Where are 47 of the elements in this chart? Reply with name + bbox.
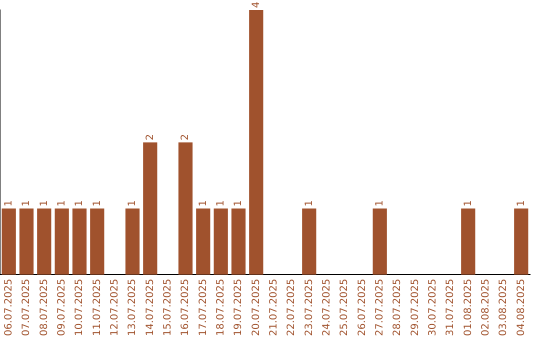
x-tick-label: 22.07.2025 xyxy=(286,278,298,336)
data-label: 1 xyxy=(198,200,209,207)
x-tick-label: 09.07.2025 xyxy=(56,278,68,336)
x-tick-label: 31.07.2025 xyxy=(445,278,456,336)
data-label: 1 xyxy=(215,200,226,207)
x-tick-label: 12.07.2025 xyxy=(109,278,120,336)
x-tick-label: 29.07.2025 xyxy=(410,278,421,336)
data-label: 1 xyxy=(56,200,68,207)
x-tick-label: 14.07.2025 xyxy=(144,278,156,336)
data-label: 1 xyxy=(92,200,103,207)
data-label: 1 xyxy=(127,200,138,207)
x-tick-label: 03.08.2025 xyxy=(498,278,510,336)
x-tick-label: 06.07.2025 xyxy=(3,278,14,336)
x-tick-label: 15.07.2025 xyxy=(162,278,174,336)
x-tick-label: 18.07.2025 xyxy=(215,278,226,336)
data-label: 1 xyxy=(374,200,386,207)
data-label: 1 xyxy=(3,200,14,207)
x-tick-label: 27.07.2025 xyxy=(374,278,386,336)
x-tick-label: 20.07.2025 xyxy=(250,278,262,336)
x-tick-label: 30.07.2025 xyxy=(427,278,438,336)
x-tick-label: 23.07.2025 xyxy=(304,278,315,336)
x-tick-label: 24.07.2025 xyxy=(321,278,332,336)
data-label: 4 xyxy=(250,2,262,8)
x-tick-label: 08.07.2025 xyxy=(38,278,50,336)
x-tick-label: 21.07.2025 xyxy=(268,278,280,336)
data-label: 2 xyxy=(180,134,192,140)
x-tick-label: 19.07.2025 xyxy=(233,278,244,336)
data-label: 2 xyxy=(144,134,156,140)
x-tick-label: 13.07.2025 xyxy=(127,278,138,336)
data-label: 1 xyxy=(304,200,315,207)
x-tick-label: 02.08.2025 xyxy=(480,278,492,336)
x-tick-label: 01.08.2025 xyxy=(462,278,474,336)
data-label: 1 xyxy=(462,200,474,207)
x-tick-label: 17.07.2025 xyxy=(198,278,209,336)
data-label: 1 xyxy=(38,200,50,207)
data-label: 1 xyxy=(21,200,32,207)
x-tick-label: 07.07.2025 xyxy=(21,278,32,336)
x-tick-label: 26.07.2025 xyxy=(356,278,368,336)
x-tick-label: 04.08.2025 xyxy=(516,278,527,336)
x-tick-label: 16.07.2025 xyxy=(180,278,192,336)
data-label: 1 xyxy=(233,200,244,207)
x-tick-label: 25.07.2025 xyxy=(339,278,350,336)
x-tick-label: 11.07.2025 xyxy=(92,278,103,336)
x-tick-label: 10.07.2025 xyxy=(74,278,86,336)
data-label: 1 xyxy=(516,200,527,207)
data-label: 1 xyxy=(74,200,86,207)
x-tick-label: 28.07.2025 xyxy=(392,278,404,336)
